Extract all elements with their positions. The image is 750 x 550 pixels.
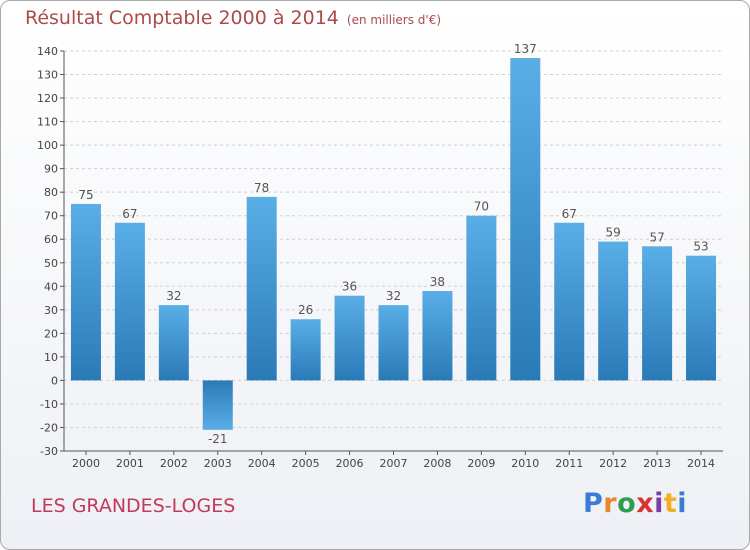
data-label: 32 bbox=[166, 289, 181, 303]
bar bbox=[686, 255, 717, 381]
bar bbox=[246, 196, 277, 381]
logo-letter: x bbox=[636, 488, 655, 519]
x-tick-label: 2005 bbox=[292, 457, 320, 470]
bar bbox=[70, 203, 101, 381]
y-tick-label: -20 bbox=[40, 421, 58, 434]
y-tick-label: 40 bbox=[44, 280, 58, 293]
data-label: 38 bbox=[430, 275, 445, 289]
bar bbox=[202, 380, 233, 430]
y-tick-label: 120 bbox=[37, 92, 58, 105]
data-label: 26 bbox=[298, 303, 313, 317]
x-tick-label: 2009 bbox=[467, 457, 495, 470]
chart-title: Résultat Comptable 2000 à 2014 (en millie… bbox=[25, 7, 441, 29]
x-tick-label: 2013 bbox=[643, 457, 671, 470]
y-tick-label: 130 bbox=[37, 69, 58, 82]
x-tick-label: 2000 bbox=[72, 457, 100, 470]
x-tick-label: 2002 bbox=[160, 457, 188, 470]
y-tick-label: 20 bbox=[44, 327, 58, 340]
proxiti-logo: Proxiti bbox=[583, 488, 687, 519]
y-tick-label: 90 bbox=[44, 163, 58, 176]
y-tick-label: 70 bbox=[44, 210, 58, 223]
logo-letter: i bbox=[654, 488, 664, 519]
y-tick-label: 100 bbox=[37, 139, 58, 152]
y-tick-label: -30 bbox=[40, 445, 58, 458]
data-label: 70 bbox=[474, 200, 489, 214]
logo-letter: i bbox=[677, 488, 688, 519]
x-tick-label: 2011 bbox=[555, 457, 583, 470]
x-tick-label: 2014 bbox=[687, 457, 715, 470]
x-tick-label: 2012 bbox=[599, 457, 627, 470]
y-tick-label: 0 bbox=[51, 374, 58, 387]
data-label: 67 bbox=[122, 207, 137, 221]
logo-letter: P bbox=[583, 488, 604, 519]
chart-title-text: Résultat Comptable 2000 à 2014 bbox=[25, 7, 339, 29]
data-label: 53 bbox=[693, 240, 708, 254]
x-tick-label: 2004 bbox=[248, 457, 276, 470]
x-tick-label: 2010 bbox=[511, 457, 539, 470]
chart-subtitle: (en milliers d'€) bbox=[346, 13, 442, 27]
y-tick-label: 10 bbox=[44, 351, 58, 364]
x-tick-label: 2003 bbox=[204, 457, 232, 470]
x-tick-label: 2007 bbox=[380, 457, 408, 470]
bar bbox=[378, 305, 409, 381]
data-label: 67 bbox=[562, 207, 577, 221]
data-label: 36 bbox=[342, 280, 357, 294]
data-label: 78 bbox=[254, 181, 269, 195]
bar bbox=[334, 295, 365, 381]
bar bbox=[598, 241, 629, 381]
bar bbox=[642, 246, 673, 381]
x-tick-label: 2001 bbox=[116, 457, 144, 470]
bar bbox=[510, 58, 541, 381]
y-tick-label: -10 bbox=[40, 398, 58, 411]
y-tick-label: 60 bbox=[44, 233, 58, 246]
y-tick-label: 50 bbox=[44, 257, 58, 270]
logo-letter: o bbox=[617, 488, 637, 519]
bar bbox=[554, 222, 585, 381]
bar bbox=[114, 222, 145, 381]
x-tick-label: 2006 bbox=[336, 457, 364, 470]
logo-letter: r bbox=[603, 488, 618, 519]
bar bbox=[290, 319, 321, 381]
location-label: LES GRANDES-LOGES bbox=[31, 495, 236, 517]
bar bbox=[158, 305, 189, 381]
bar bbox=[466, 215, 497, 381]
y-tick-label: 80 bbox=[44, 186, 58, 199]
data-label: -21 bbox=[208, 432, 228, 446]
data-label: 59 bbox=[606, 226, 621, 240]
bar bbox=[422, 291, 453, 381]
y-tick-label: 30 bbox=[44, 304, 58, 317]
y-tick-label: 140 bbox=[37, 45, 58, 58]
y-tick-label: 110 bbox=[37, 116, 58, 129]
data-label: 137 bbox=[514, 42, 537, 56]
data-label: 32 bbox=[386, 289, 401, 303]
x-tick-label: 2008 bbox=[423, 457, 451, 470]
logo-letter: t bbox=[663, 488, 678, 519]
data-label: 57 bbox=[649, 230, 664, 244]
data-label: 75 bbox=[78, 188, 93, 202]
